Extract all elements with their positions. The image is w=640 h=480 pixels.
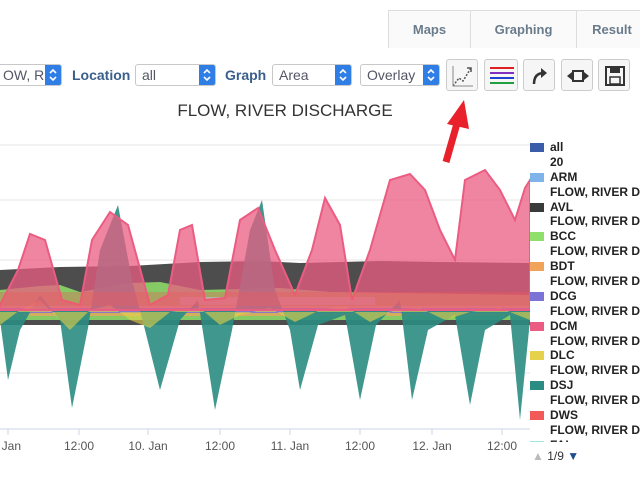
legend-sublabel: FLOW, RIVER D	[530, 423, 640, 438]
legend-sublabel-text: FLOW, RIVER D	[550, 422, 640, 437]
x-tick-label: 12. Jan	[412, 439, 451, 453]
legend-swatch	[530, 321, 544, 331]
pager-text: 1/9	[547, 449, 564, 463]
legend-sublabel: FLOW, RIVER D	[530, 393, 640, 408]
chevron-updown-icon	[45, 65, 61, 85]
legend-sublabel-text: FLOW, RIVER D	[550, 274, 640, 289]
pager-up-icon[interactable]: ▲	[532, 449, 544, 463]
legend-label: DLC	[550, 348, 575, 363]
legend-label: all	[550, 140, 564, 154]
legend-sublabel-text: FLOW, RIVER D	[550, 363, 640, 378]
resize-button[interactable]	[561, 59, 593, 91]
graph-type-select[interactable]: Area	[272, 64, 352, 86]
legend-label: FAL	[550, 438, 573, 442]
x-tick-label: 12:00	[64, 439, 94, 453]
legend-sublabel-text: FLOW, RIVER D	[550, 303, 640, 318]
x-tick-label: 12:00	[205, 439, 235, 453]
legend-label: BCC	[550, 229, 576, 244]
legend-label: ARM	[550, 169, 578, 184]
legend-toggle-button[interactable]	[484, 59, 518, 91]
tab-bar: Maps Graphing Result	[388, 10, 640, 48]
graph-mode-select[interactable]: Overlay	[360, 64, 440, 86]
chart-title: FLOW, RIVER DISCHARGE	[177, 101, 393, 120]
legend-swatch	[530, 351, 544, 361]
legend-swatch	[530, 262, 544, 272]
legend-sublabel: FLOW, RIVER D	[530, 334, 640, 349]
legend-swatch	[530, 202, 544, 212]
legend-swatch	[530, 381, 544, 391]
legend-sublabel: FLOW, RIVER D	[530, 363, 640, 378]
legend-swatch	[530, 440, 544, 442]
tab-graphing[interactable]: Graphing	[471, 11, 577, 48]
legend-label: DWS	[550, 408, 578, 423]
legend-sublabel: FLOW, RIVER D	[530, 244, 640, 259]
legend-sublabel: FLOW, RIVER D	[530, 304, 640, 319]
legend-sublabel-text: FLOW, RIVER D	[550, 393, 640, 408]
chart-legend: all 20 ARM FLOW, RIVER D AVL FLOW, RIVER D BCC…	[530, 140, 640, 442]
location-select-value: all	[142, 67, 157, 83]
x-tick-label: 11. Jan	[271, 439, 309, 453]
x-tick-label: 12:00	[345, 439, 375, 453]
save-button[interactable]	[598, 59, 630, 91]
redo-arrow-icon	[532, 68, 547, 85]
legend-label: DCG	[550, 288, 577, 303]
line-legend-icon	[490, 67, 514, 84]
x-tick-label: 12:00	[487, 439, 517, 453]
legend-sublabel-text: FLOW, RIVER D	[550, 244, 640, 259]
save-disk-icon	[605, 66, 625, 86]
legend-item-dsj[interactable]: DSJ	[530, 378, 640, 393]
x-tick-label: . Jan	[0, 439, 21, 453]
resize-horizontal-icon	[567, 70, 589, 82]
legend-item-arm[interactable]: ARM	[530, 170, 640, 185]
legend-item-bdt[interactable]: BDT	[530, 259, 640, 274]
tab-maps[interactable]: Maps	[389, 11, 471, 48]
legend-label: DCM	[550, 318, 578, 333]
legend-swatch	[530, 411, 544, 421]
legend-item-avl[interactable]: AVL	[530, 200, 640, 215]
legend-label: DSJ	[550, 378, 574, 393]
chevron-updown-icon	[335, 65, 351, 85]
location-select[interactable]: all	[135, 64, 216, 86]
series-area-dws	[0, 292, 530, 306]
legend-label: BDT	[550, 259, 575, 274]
chevron-updown-icon	[199, 65, 215, 85]
legend-sublabel: FLOW, RIVER D	[530, 274, 640, 289]
legend-item-dcg[interactable]: DCG	[530, 289, 640, 304]
legend-item-dws[interactable]: DWS	[530, 408, 640, 423]
legend-swatch	[530, 291, 544, 301]
graph-mode-select-value: Overlay	[367, 67, 416, 83]
legend-sublabel-text: FLOW, RIVER D	[550, 333, 640, 348]
legend-item-bcc[interactable]: BCC	[530, 229, 640, 244]
area-chart: . Jan 12:00 10. Jan 12:00 11. Jan 12:00 12. Ja…	[0, 144, 530, 453]
graph-label: Graph	[225, 67, 267, 83]
legend-sublabel-text: 20	[550, 154, 564, 169]
redo-button[interactable]	[523, 59, 555, 91]
pager-down-icon[interactable]: ▼	[567, 449, 580, 463]
series-area-dcm	[0, 168, 530, 311]
legend-sublabel-text: FLOW, RIVER D	[550, 214, 640, 229]
legend-sublabel: FLOW, RIVER D	[530, 185, 640, 200]
legend-sublabel-text: FLOW, RIVER D	[550, 184, 640, 199]
graph-type-select-value: Area	[279, 67, 309, 83]
parameter-select-value: OW, RI	[3, 67, 49, 83]
legend-sublabel: FLOW, RIVER D	[530, 214, 640, 229]
legend-swatch	[530, 172, 544, 182]
tab-results[interactable]: Result	[577, 11, 640, 48]
legend-item-fal[interactable]: FAL	[530, 438, 640, 442]
legend-pager: ▲ 1/9 ▼	[532, 449, 579, 463]
x-tick-label: 10. Jan	[128, 439, 167, 453]
legend-swatch	[530, 143, 544, 152]
chevron-updown-icon	[423, 65, 439, 85]
legend-item-dlc[interactable]: DLC	[530, 348, 640, 363]
annotation-arrow	[442, 100, 469, 163]
legend-item-dcm[interactable]: DCM	[530, 319, 640, 334]
legend-label: AVL	[550, 199, 574, 214]
trend-chart-button[interactable]	[446, 59, 478, 91]
trend-chart-icon	[452, 66, 473, 87]
parameter-select[interactable]: OW, RI	[0, 64, 62, 86]
legend-item-all[interactable]: all	[530, 140, 640, 155]
location-label: Location	[72, 67, 131, 83]
legend-swatch	[530, 232, 544, 242]
legend-sublabel: 20	[530, 155, 640, 170]
